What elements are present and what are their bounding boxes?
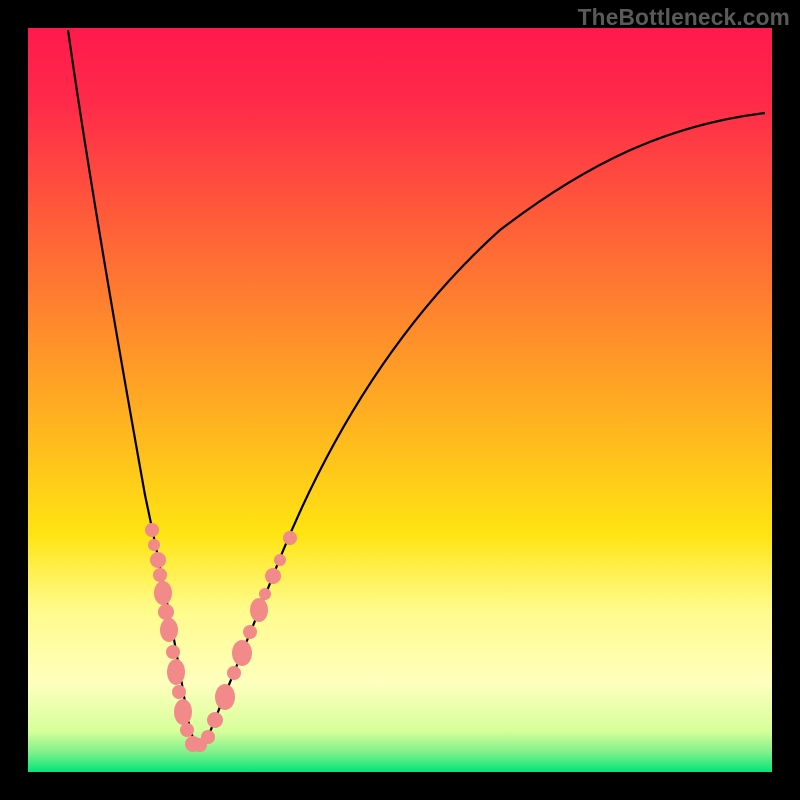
curve-marker <box>227 666 241 680</box>
curve-marker <box>154 581 172 605</box>
plot-background <box>28 28 772 772</box>
bottleneck-chart <box>0 0 800 800</box>
curve-marker <box>265 568 281 584</box>
curve-marker <box>174 699 192 725</box>
curve-marker <box>259 588 271 600</box>
curve-marker <box>172 685 186 699</box>
curve-marker <box>207 712 223 728</box>
watermark-text: TheBottleneck.com <box>578 4 790 31</box>
curve-marker <box>153 568 167 582</box>
curve-marker <box>167 659 185 685</box>
curve-marker <box>145 523 159 537</box>
curve-marker <box>250 598 268 622</box>
curve-marker <box>243 625 257 639</box>
curve-marker <box>274 554 286 566</box>
curve-marker <box>150 552 166 568</box>
curve-marker <box>180 723 194 737</box>
curve-marker <box>160 618 178 642</box>
curve-marker <box>158 604 174 620</box>
curve-marker <box>283 531 297 545</box>
curve-marker <box>215 684 235 710</box>
curve-marker <box>232 640 252 666</box>
curve-marker <box>201 730 215 744</box>
chart-frame: TheBottleneck.com <box>0 0 800 800</box>
curve-marker <box>166 645 180 659</box>
curve-marker <box>148 539 160 551</box>
